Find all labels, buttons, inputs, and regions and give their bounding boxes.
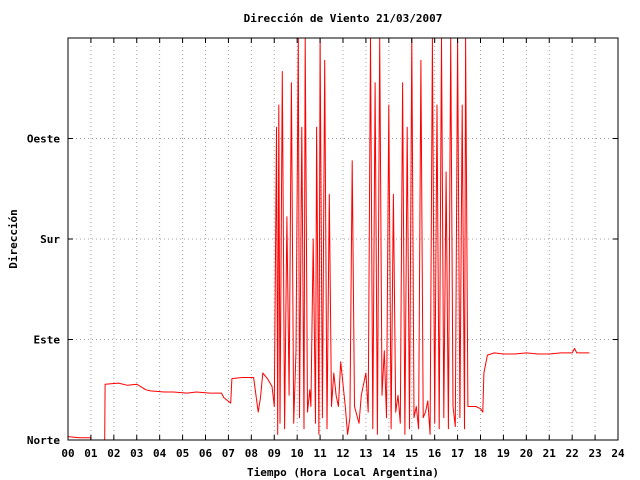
x-axis-label: Tiempo (Hora Local Argentina) [247,466,439,479]
x-tick-label: 04 [153,447,167,460]
x-tick-label: 21 [543,447,557,460]
axis-ticks [67,38,619,441]
x-tick-label: 12 [336,447,349,460]
x-tick-label: 20 [520,447,533,460]
x-tick-label: 09 [268,447,281,460]
y-tick-label: Este [34,334,61,347]
x-tick-label: 00 [61,447,74,460]
x-tick-label: 17 [451,447,464,460]
x-tick-label: 11 [313,447,327,460]
x-tick-label: 07 [222,447,235,460]
series-line [67,37,590,441]
x-tick-labels: 00 01 02 03 04 05 06 07 08 09 10 11 12 13 14 15 16 17 18 19… [61,447,625,460]
x-tick-label: 01 [84,447,98,460]
y-tick-label: Oeste [27,133,60,146]
y-tick-label: Norte [27,434,60,447]
x-tick-label: 10 [291,447,304,460]
x-tick-label: 22 [566,447,579,460]
x-tick-label: 02 [107,447,120,460]
x-tick-label: 23 [588,447,601,460]
y-tick-label: Sur [40,233,60,246]
x-tick-label: 06 [199,447,213,460]
y-axis-label: Dirección [7,209,20,269]
series-layer [67,37,590,441]
x-tick-label: 14 [382,447,396,460]
x-tick-label: 13 [359,447,372,460]
x-tick-label: 03 [130,447,143,460]
chart-title: Dirección de Viento 21/03/2007 [244,12,443,25]
x-tick-label: 16 [428,447,442,460]
x-tick-label: 05 [176,447,189,460]
x-tick-label: 19 [497,447,510,460]
x-tick-label: 24 [611,447,625,460]
y-tick-labels: Norte Este Sur Oeste [27,133,60,448]
x-tick-label: 08 [245,447,258,460]
x-tick-label: 18 [474,447,487,460]
x-tick-label: 15 [405,447,418,460]
